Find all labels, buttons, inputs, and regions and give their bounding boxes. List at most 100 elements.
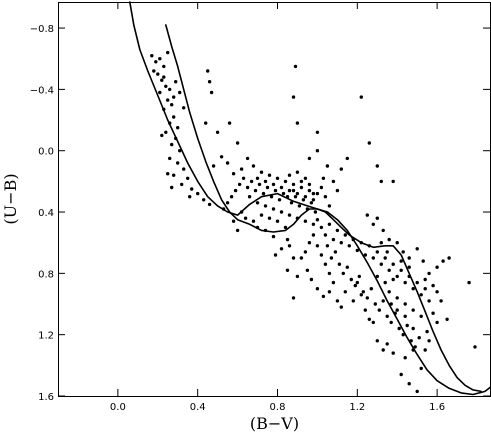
data-point bbox=[445, 317, 449, 321]
data-point bbox=[182, 106, 186, 110]
data-point bbox=[291, 188, 296, 193]
data-point bbox=[415, 247, 419, 251]
data-point bbox=[351, 299, 355, 303]
data-point bbox=[287, 188, 292, 193]
data-point bbox=[303, 176, 308, 180]
data-point bbox=[353, 283, 357, 288]
data-point bbox=[231, 219, 236, 223]
y-tick-label: 0.0 bbox=[38, 147, 54, 158]
data-point bbox=[287, 244, 292, 248]
data-point bbox=[299, 179, 304, 184]
data-point bbox=[379, 262, 383, 266]
data-point bbox=[275, 219, 280, 223]
data-point bbox=[395, 308, 399, 312]
data-point bbox=[215, 130, 220, 134]
data-point bbox=[355, 280, 359, 285]
data-point bbox=[385, 314, 389, 318]
data-point bbox=[435, 265, 439, 269]
data-point bbox=[168, 121, 172, 125]
data-point bbox=[289, 201, 294, 205]
data-point bbox=[227, 121, 232, 125]
data-point bbox=[229, 195, 234, 199]
data-point bbox=[295, 170, 300, 174]
data-point bbox=[381, 299, 385, 303]
data-point bbox=[367, 244, 371, 248]
data-point bbox=[291, 256, 296, 260]
x-axis-ticks: 0.0 0.4 0.8 1.2 1.6 bbox=[110, 2, 445, 413]
data-point bbox=[271, 207, 276, 211]
data-point bbox=[409, 339, 413, 343]
data-point bbox=[319, 253, 324, 257]
data-point bbox=[339, 305, 343, 309]
data-point bbox=[170, 142, 174, 147]
data-point bbox=[401, 250, 405, 254]
data-point bbox=[186, 176, 190, 180]
data-point bbox=[251, 164, 256, 168]
data-point bbox=[327, 204, 332, 208]
data-point bbox=[381, 228, 385, 233]
data-point bbox=[168, 156, 172, 161]
data-point bbox=[176, 126, 180, 130]
data-point bbox=[243, 216, 248, 220]
data-point bbox=[379, 241, 383, 245]
data-point bbox=[170, 185, 174, 190]
data-point bbox=[335, 188, 340, 193]
data-point bbox=[273, 253, 278, 257]
data-point bbox=[403, 302, 407, 306]
data-point bbox=[307, 188, 312, 193]
data-point bbox=[307, 182, 312, 187]
data-point bbox=[403, 280, 407, 285]
data-point bbox=[271, 182, 276, 187]
data-point bbox=[160, 133, 164, 138]
x-tick-label: 1.2 bbox=[349, 402, 365, 413]
data-point bbox=[178, 149, 182, 153]
data-point bbox=[395, 241, 399, 245]
data-point bbox=[331, 280, 336, 285]
data-point bbox=[313, 210, 318, 214]
data-point bbox=[172, 115, 176, 119]
data-point bbox=[259, 170, 264, 174]
data-point bbox=[168, 87, 172, 92]
data-point bbox=[323, 262, 328, 266]
data-point bbox=[315, 218, 320, 222]
y-tick-label: −0.8 bbox=[30, 24, 54, 35]
data-point bbox=[397, 326, 401, 331]
data-point bbox=[305, 268, 310, 272]
data-point bbox=[337, 262, 342, 266]
data-point bbox=[413, 345, 417, 349]
data-point bbox=[202, 198, 206, 202]
data-point bbox=[211, 164, 216, 168]
data-point bbox=[295, 191, 300, 196]
data-point bbox=[383, 280, 387, 285]
data-point bbox=[407, 274, 411, 279]
data-point bbox=[160, 78, 164, 82]
data-point bbox=[389, 302, 393, 306]
data-point bbox=[293, 64, 298, 69]
data-point bbox=[381, 348, 385, 352]
data-point bbox=[309, 277, 314, 282]
data-point bbox=[233, 188, 238, 193]
data-point bbox=[333, 250, 338, 254]
data-point bbox=[423, 287, 427, 291]
data-point bbox=[343, 290, 347, 294]
data-point bbox=[375, 274, 379, 279]
data-point bbox=[321, 294, 326, 299]
data-point bbox=[285, 268, 290, 272]
data-point bbox=[277, 198, 282, 202]
data-point bbox=[311, 198, 316, 202]
data-point bbox=[287, 213, 292, 217]
data-point bbox=[387, 290, 391, 294]
data-point bbox=[295, 121, 300, 125]
data-point bbox=[365, 296, 369, 300]
y-tick-label: 1.2 bbox=[38, 331, 54, 342]
data-point bbox=[391, 262, 395, 266]
data-point bbox=[188, 195, 192, 199]
data-point bbox=[247, 195, 252, 199]
data-point bbox=[281, 191, 286, 196]
data-point bbox=[164, 84, 168, 89]
data-point bbox=[283, 225, 288, 230]
data-point bbox=[363, 253, 367, 257]
data-point bbox=[249, 179, 254, 184]
data-point bbox=[263, 228, 268, 233]
data-point bbox=[387, 268, 391, 272]
